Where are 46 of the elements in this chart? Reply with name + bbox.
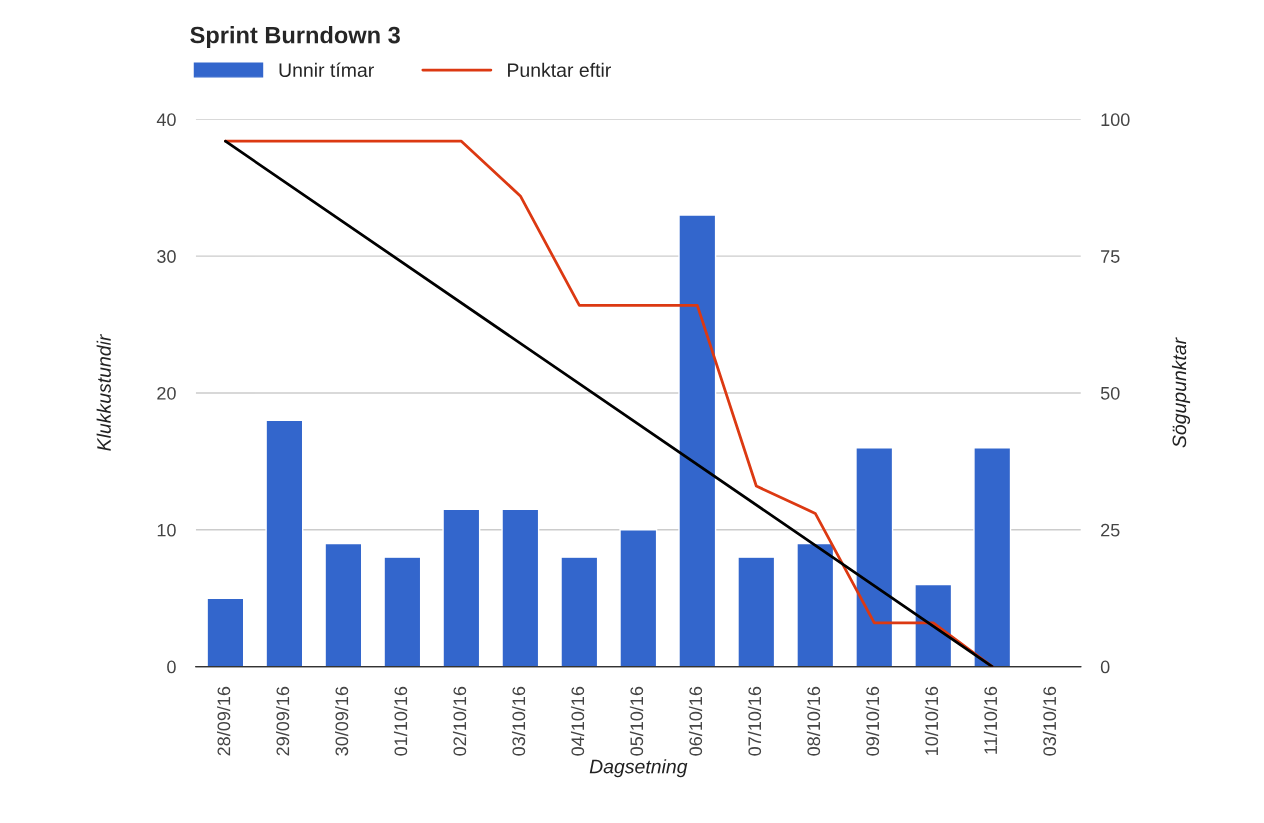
x-tick-label: 11/10/16	[983, 686, 998, 754]
y-tick-label: 40	[156, 113, 176, 127]
legend-label: Punktar eftir	[508, 62, 611, 78]
y-tick-label: 10	[157, 523, 176, 537]
x-tick-label: 10/10/16	[924, 686, 939, 755]
x-tick-label: 09/10/16	[865, 686, 880, 756]
x-tick-label: 06/10/16	[688, 686, 703, 756]
bar	[737, 556, 776, 667]
y-tick-label: 20	[157, 386, 176, 400]
legend-label: Unnir tímar	[279, 62, 374, 78]
y-tick-label: 0	[167, 660, 176, 674]
x-tick-label: 03/10/16	[1042, 686, 1057, 756]
y2-tick-label: 25	[1101, 523, 1120, 537]
x-tick-label: 08/10/16	[806, 686, 821, 756]
bar	[914, 583, 953, 667]
x-tick-label: 02/10/16	[452, 686, 467, 756]
chart-title: Sprint Burndown 3	[190, 26, 400, 49]
x-tick-label: 29/09/16	[275, 686, 290, 756]
bar	[442, 508, 481, 667]
y-axis-title: Klukkustundir	[96, 333, 111, 451]
x-tick-label: 07/10/16	[747, 686, 762, 756]
bar	[383, 556, 422, 667]
bar	[796, 542, 835, 667]
y2-tick-label: 0	[1100, 660, 1110, 674]
y2-tick-label: 50	[1100, 386, 1120, 400]
x-tick-label: 28/09/16	[217, 686, 231, 756]
bar	[265, 419, 304, 667]
y-tick-label: 30	[157, 250, 176, 263]
y2-tick-label: 75	[1101, 250, 1120, 263]
x-tick-label: 05/10/16	[629, 686, 644, 756]
x-tick-label: 04/10/16	[570, 686, 585, 756]
y2-axis-title: Sögupunktar	[1171, 337, 1191, 448]
bar	[678, 214, 717, 667]
x-tick-label: 30/09/16	[334, 686, 349, 756]
x-tick-label: 03/10/16	[511, 686, 526, 756]
line-series	[224, 139, 994, 667]
y2-tick-label: 100	[1101, 113, 1130, 127]
bar	[560, 556, 599, 667]
bar	[501, 508, 540, 667]
bar	[324, 542, 363, 667]
x-tick-label: 01/10/16	[393, 686, 408, 756]
x-axis-title: Dagsetning	[589, 759, 688, 778]
bar	[855, 447, 894, 667]
bar	[973, 447, 1012, 667]
bar	[619, 529, 658, 667]
bar	[206, 597, 245, 667]
